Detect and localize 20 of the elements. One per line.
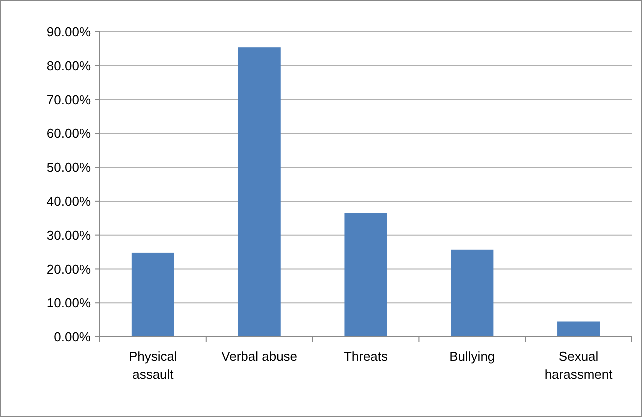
y-tick-label: 20.00% [46,262,92,277]
bar [344,213,388,337]
y-tick-label: 10.00% [46,296,92,311]
y-tick-label: 60.00% [46,126,92,142]
x-tick-label: Threats [344,349,389,364]
bar [132,252,174,337]
y-tick-label: 30.00% [46,228,92,243]
x-tick-label: Verbal abuse [222,349,298,364]
y-tick-label: 50.00% [46,160,92,176]
y-tick-label: 80.00% [46,58,92,74]
bar [558,322,600,337]
y-tick-label: 90.00% [46,24,92,40]
bar [238,48,281,337]
x-tick-label: Sexual harassment [544,349,614,382]
y-tick-label: 0.00% [54,330,92,345]
bar [451,250,494,337]
y-tick-label: 70.00% [46,92,92,108]
y-tick-label: 40.00% [46,194,92,209]
x-tick-label: Bullying [450,349,496,364]
x-tick-label: Physical assault [128,349,178,382]
